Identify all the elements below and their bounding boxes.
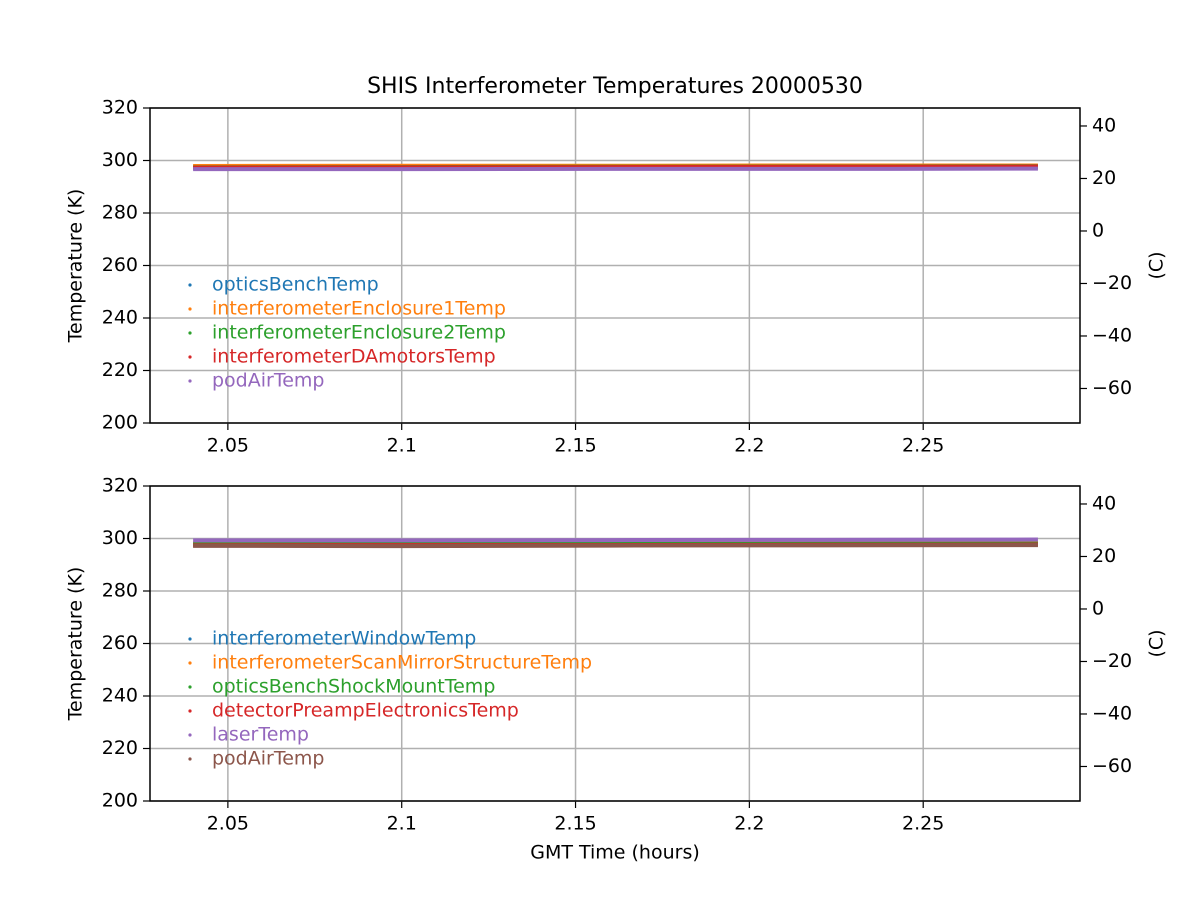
x-tick-label: 2.1 [387, 813, 417, 835]
chart-title: SHIS Interferometer Temperatures 2000053… [367, 74, 863, 99]
y2-tick-label: 40 [1092, 492, 1116, 514]
y2-axis-label: (C) [1146, 629, 1168, 657]
y2-tick-label: −20 [1092, 650, 1132, 672]
x-tick-label: 2.15 [554, 435, 596, 457]
x-tick-label: 2.25 [902, 813, 944, 835]
axes-frame [149, 485, 1081, 802]
legend-label: podAirTemp [212, 748, 324, 770]
legend-marker [188, 637, 192, 641]
y-tick-label: 260 [102, 632, 138, 654]
y-tick-label: 240 [102, 307, 138, 329]
y-tick-label: 200 [102, 790, 138, 812]
legend-marker [188, 331, 192, 335]
legend-label: detectorPreampElectronicsTemp [212, 700, 519, 722]
legend-label: podAirTemp [212, 370, 324, 392]
y-axis-label: Temperature (K) [65, 567, 87, 722]
y-tick-label: 300 [102, 527, 138, 549]
y2-tick-label: 40 [1092, 114, 1116, 136]
y-tick-label: 220 [102, 359, 138, 381]
y2-tick-label: −40 [1092, 702, 1132, 724]
y2-axis-label: (C) [1146, 251, 1168, 279]
y2-tick-label: 0 [1092, 219, 1104, 241]
legend-label: laserTemp [212, 724, 309, 746]
y2-tick-label: −40 [1092, 324, 1132, 346]
x-tick-label: 2.05 [207, 813, 249, 835]
y-tick-label: 200 [102, 412, 138, 434]
y2-tick-label: 20 [1092, 167, 1116, 189]
y-tick-label: 320 [102, 97, 138, 119]
legend-label: interferometerEnclosure2Temp [212, 322, 506, 344]
legend-marker [188, 733, 192, 737]
x-tick-label: 2.15 [554, 813, 596, 835]
y-axis-label: Temperature (K) [65, 189, 87, 344]
x-axis-label: GMT Time (hours) [530, 842, 700, 864]
legend-marker [188, 661, 192, 665]
x-tick-label: 2.2 [734, 435, 764, 457]
y2-tick-label: −60 [1092, 755, 1132, 777]
legend-label: interferometerEnclosure1Temp [212, 298, 506, 320]
y-tick-label: 300 [102, 149, 138, 171]
y-tick-label: 240 [102, 685, 138, 707]
series-line [193, 166, 1038, 172]
x-tick-label: 2.25 [902, 435, 944, 457]
y-tick-label: 220 [102, 737, 138, 759]
legend-label: interferometerScanMirrorStructureTemp [212, 652, 592, 674]
y2-tick-label: −60 [1092, 377, 1132, 399]
legend-marker [188, 685, 192, 689]
x-tick-label: 2.05 [207, 435, 249, 457]
x-tick-label: 2.2 [734, 813, 764, 835]
y-tick-label: 280 [102, 580, 138, 602]
y2-tick-label: −20 [1092, 272, 1132, 294]
legend-marker [188, 757, 192, 761]
y-tick-label: 320 [102, 475, 138, 497]
y-tick-label: 260 [102, 254, 138, 276]
axes-frame [149, 107, 1081, 424]
legend-label: opticsBenchShockMountTemp [212, 676, 495, 698]
y-tick-label: 280 [102, 202, 138, 224]
legend-label: interferometerWindowTemp [212, 628, 476, 650]
legend-marker [188, 709, 192, 713]
legend-marker [188, 283, 192, 287]
legend-marker [188, 307, 192, 311]
legend-label: interferometerDAmotorsTemp [212, 346, 496, 368]
series-line [193, 543, 1038, 549]
x-tick-label: 2.1 [387, 435, 417, 457]
legend-label: opticsBenchTemp [212, 274, 379, 296]
series-line [193, 537, 1038, 543]
legend-marker [188, 379, 192, 383]
legend-marker [188, 355, 192, 359]
y2-tick-label: 0 [1092, 597, 1104, 619]
y2-tick-label: 20 [1092, 545, 1116, 567]
